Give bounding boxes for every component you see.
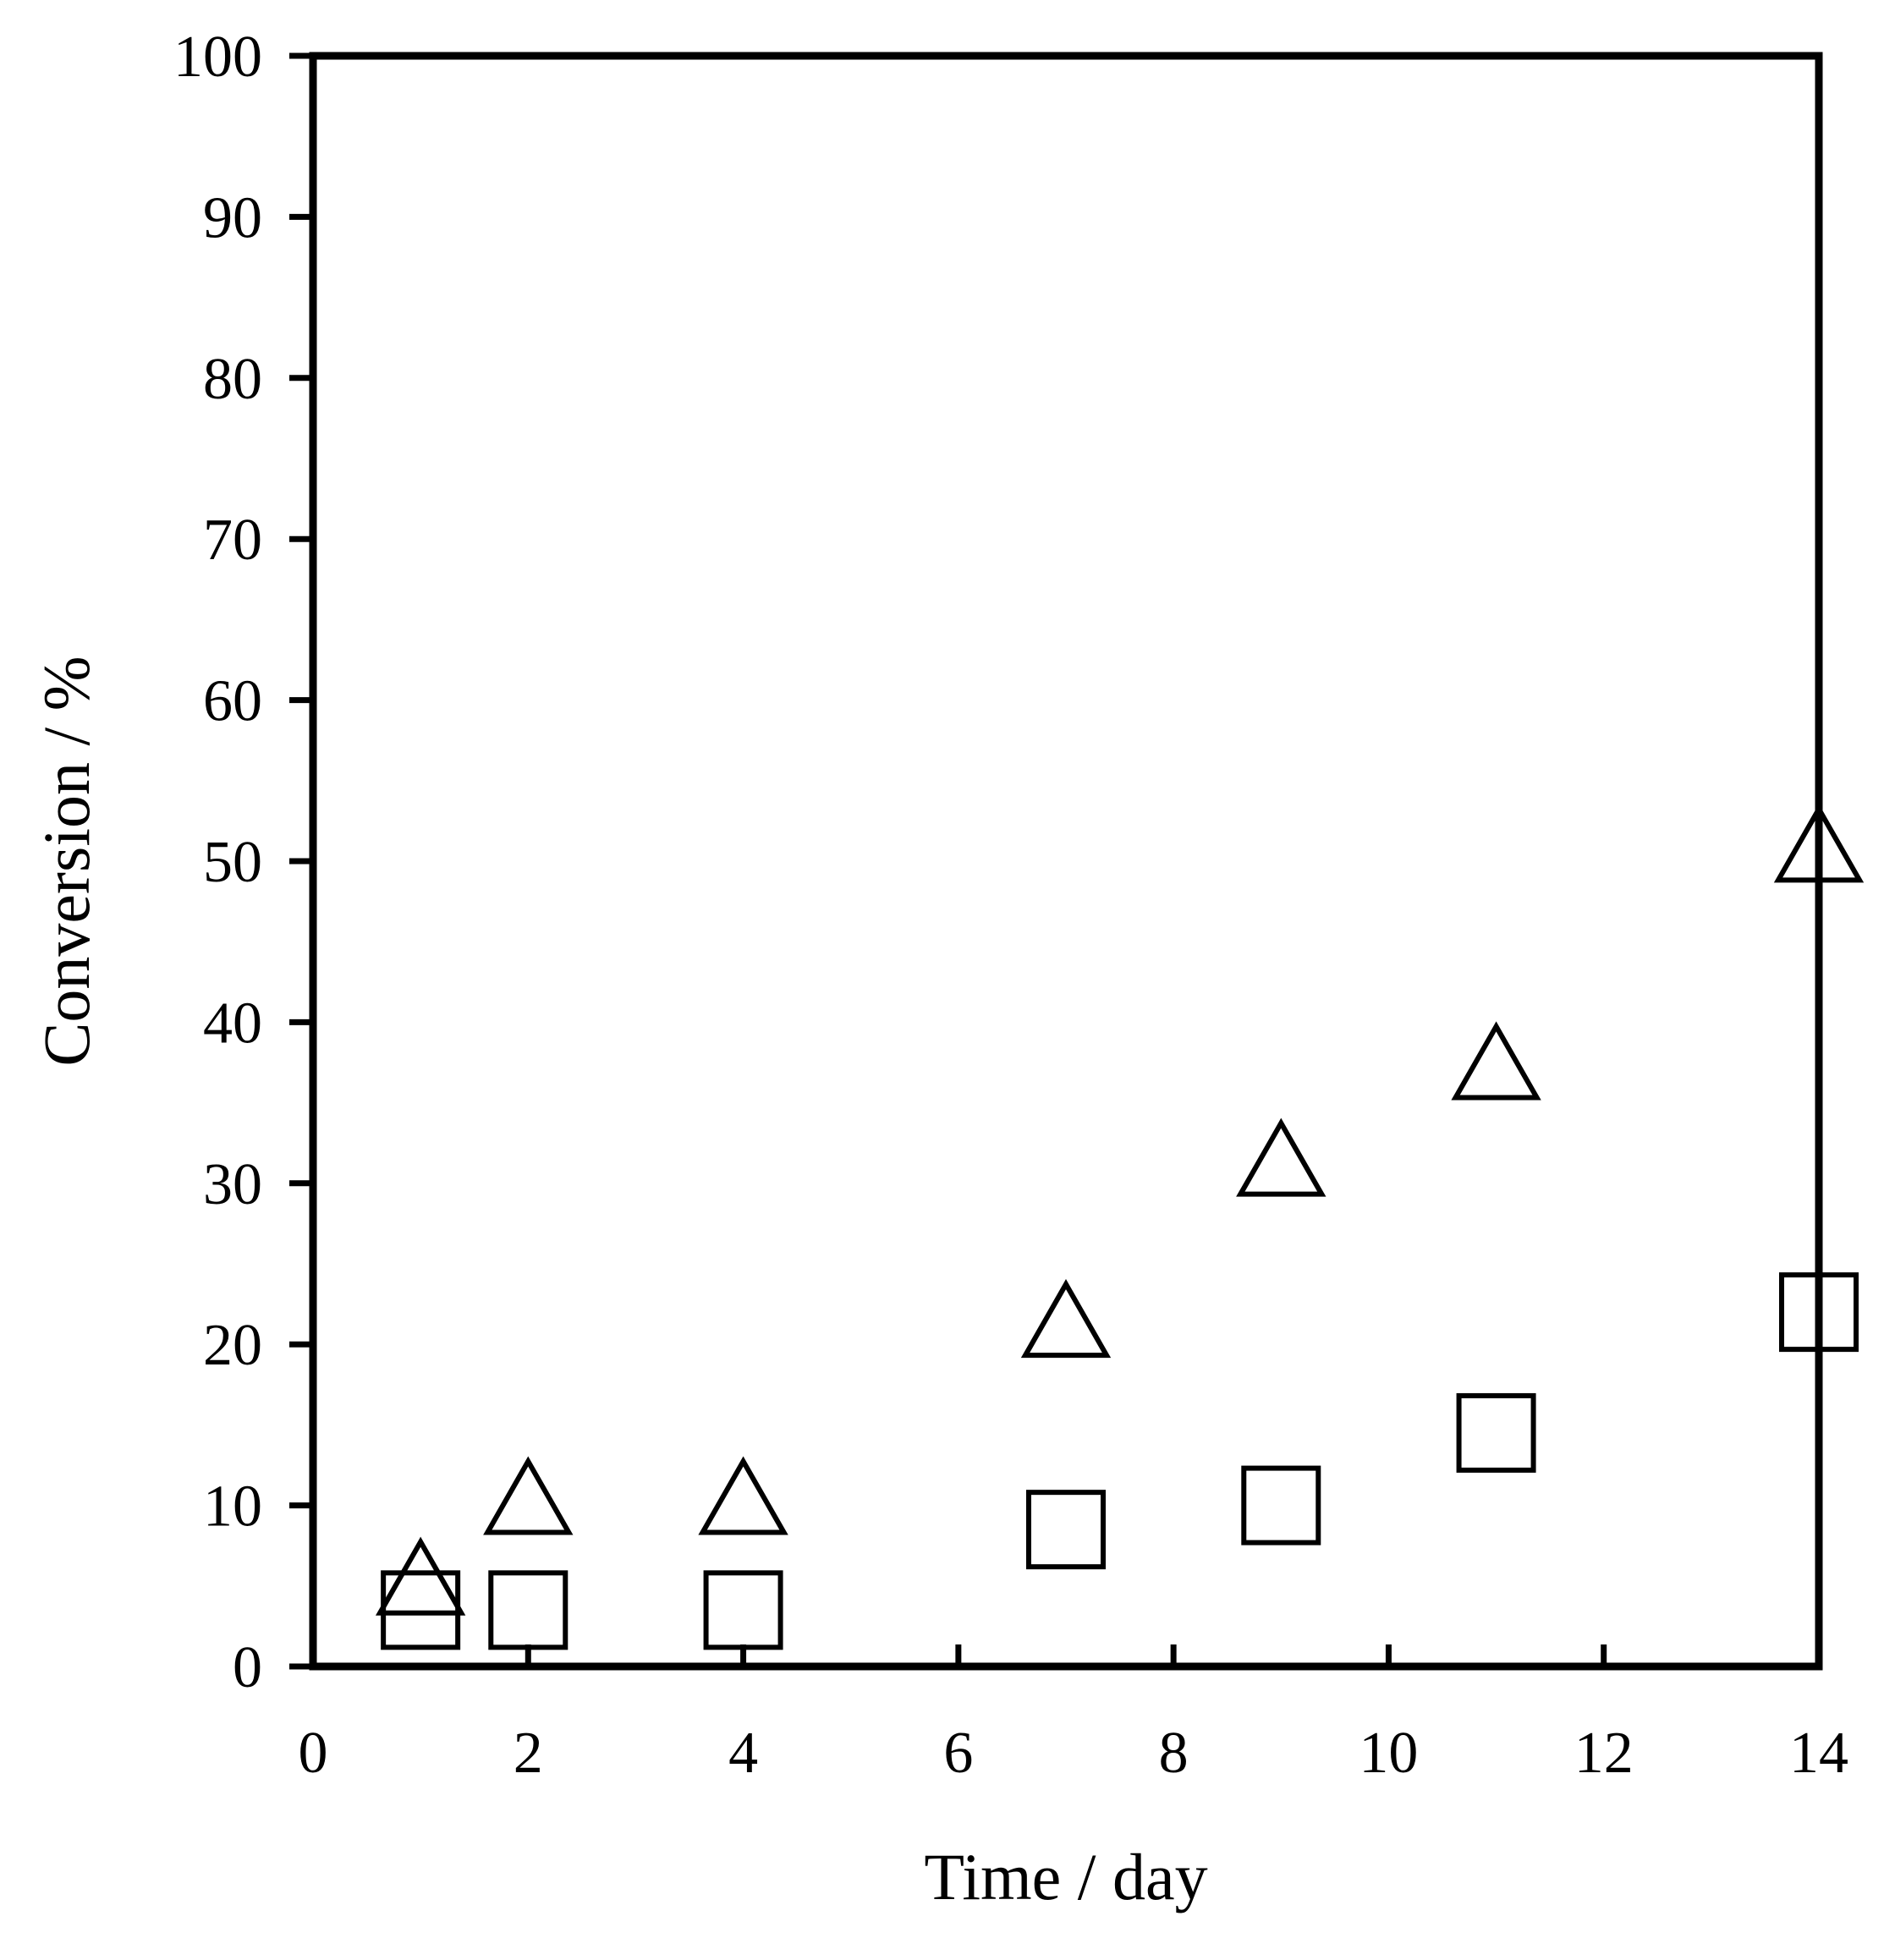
triangle-marker: [1020, 1279, 1112, 1359]
y-axis-tick-labels: 0 10 20 30 40 50 60 70 80 90 100: [173, 25, 262, 1700]
y-tick-label: 70: [203, 508, 262, 573]
triangle-marker: [375, 1536, 466, 1616]
square-marker: [1456, 1392, 1536, 1473]
y-tick-label: 50: [203, 830, 262, 895]
y-axis-title: Conversion / %: [30, 656, 103, 1066]
data-markers: [375, 804, 1865, 1650]
square-series: [381, 1272, 1859, 1650]
y-tick-label: 30: [203, 1152, 262, 1217]
x-tick-label: 8: [1159, 1721, 1189, 1786]
x-tick-label: 2: [514, 1721, 543, 1786]
square-marker: [1779, 1272, 1859, 1353]
square-marker: [703, 1570, 783, 1650]
y-tick-label: 60: [203, 669, 262, 734]
plot-frame: [309, 52, 1823, 1671]
x-axis-tick-labels: 0 2 4 6 8 10 12 14: [299, 1721, 1849, 1786]
x-tick-label: 0: [299, 1721, 328, 1786]
y-tick-label: 0: [233, 1635, 262, 1700]
triangle-marker: [1236, 1117, 1326, 1197]
y-tick-label: 10: [203, 1474, 262, 1540]
x-tick-label: 10: [1359, 1721, 1418, 1786]
square-marker: [1026, 1490, 1106, 1570]
square-marker: [1241, 1465, 1321, 1545]
x-tick-label: 4: [728, 1721, 758, 1786]
y-tick-label: 20: [203, 1313, 262, 1378]
x-axis-title: Time / day: [924, 1840, 1207, 1913]
triangle-marker: [483, 1456, 574, 1535]
triangle-marker: [1451, 1021, 1541, 1101]
y-tick-label: 40: [203, 991, 262, 1056]
square-marker: [488, 1570, 568, 1650]
y-tick-label: 100: [173, 25, 262, 90]
triangle-marker: [698, 1456, 788, 1535]
x-tick-label: 14: [1789, 1721, 1848, 1786]
square-marker: [381, 1570, 461, 1650]
y-axis-ticks: [289, 52, 313, 1670]
y-tick-label: 90: [203, 185, 262, 250]
x-tick-label: 6: [943, 1721, 973, 1786]
triangle-marker: [1773, 804, 1865, 883]
y-tick-label: 80: [203, 347, 262, 412]
x-tick-label: 12: [1574, 1721, 1634, 1786]
triangle-series: [375, 804, 1865, 1616]
